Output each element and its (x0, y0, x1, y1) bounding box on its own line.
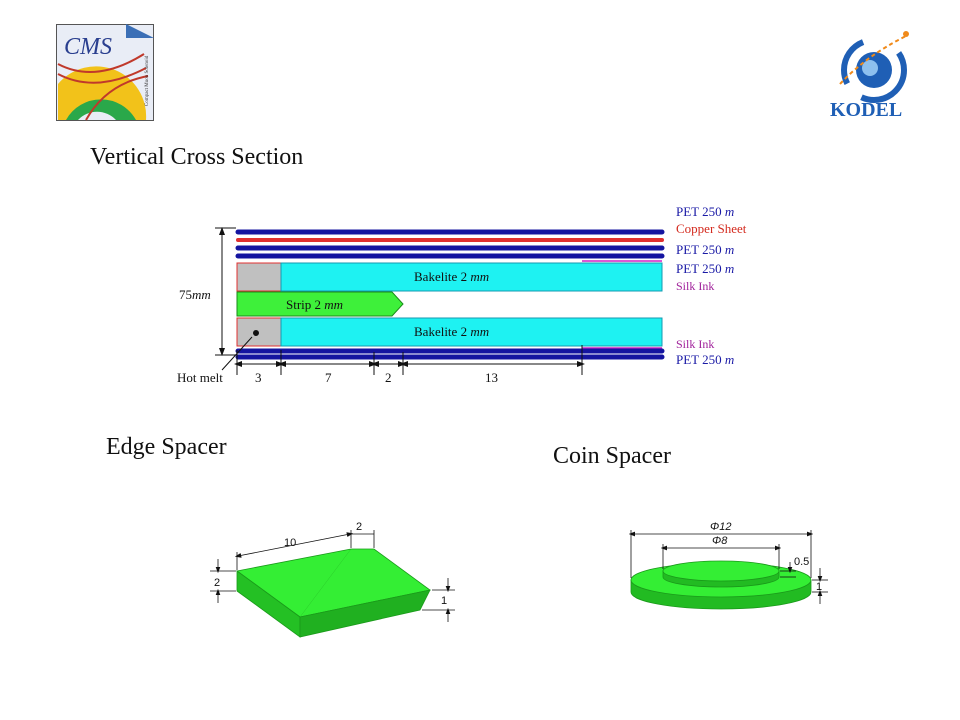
coin-spacer-step-top (662, 560, 780, 582)
thickness-label: 75mm (179, 287, 211, 302)
dim-label-13: 13 (485, 370, 498, 385)
hot-melt-bottom (236, 317, 282, 347)
coin-spacer-outer-label: Φ12 (710, 521, 731, 533)
layer-label-silk-ink-1: Silk Ink (676, 279, 714, 293)
strip-label: Strip 2 mm (286, 297, 343, 312)
edge-spacer-length-label: 10 (284, 537, 296, 549)
edge-spacer-height-left-label: 2 (214, 577, 220, 589)
dim-label-2: 2 (385, 370, 392, 385)
layer-label-copper: Copper Sheet (676, 221, 747, 236)
kodel-logo-text: KODEL (830, 99, 902, 121)
hot-melt-label: Hot melt (177, 370, 223, 385)
hot-melt-top (236, 262, 282, 292)
layer-label-pet-2: PET 250 m (676, 242, 734, 257)
coin-spacer-step-label: 0.5 (794, 556, 809, 568)
layer-label-pet-4: PET 250 m (676, 352, 734, 367)
cms-logo: CMS Compact Muon Solenoid (56, 24, 154, 121)
bakelite-top (280, 262, 663, 292)
hot-melt-dot (253, 330, 259, 336)
layer-label-pet-1: PET 250 m (676, 204, 734, 219)
edge-spacer-width-label: 2 (356, 521, 362, 533)
kodel-logo: KODEL (826, 26, 918, 122)
bakelite-bottom (280, 317, 663, 347)
cms-logo-text: CMS (64, 34, 112, 60)
bakelite-bottom-label: Bakelite 2 mm (414, 324, 489, 339)
dim-label-3: 3 (255, 370, 262, 385)
edge-spacer-diagram: 10 2 2 1 (210, 521, 455, 638)
coin-spacer-height-label: 1 (816, 581, 822, 593)
dim-label-7: 7 (325, 370, 332, 385)
hot-melt-leader (221, 336, 253, 371)
edge-spacer-height-right-label: 1 (441, 595, 447, 607)
strip (236, 291, 404, 317)
layer-label-silk-ink-2: Silk Ink (676, 337, 714, 351)
cms-logo-subtext: Compact Muon Solenoid (145, 55, 150, 106)
coin-spacer-diagram: Φ12 Φ8 0.5 1 (628, 521, 828, 610)
coin-spacer-heading: Coin Spacer (553, 443, 671, 469)
edge-spacer-front-face (299, 589, 431, 638)
edge-spacer-heading: Edge Spacer (106, 434, 227, 460)
layer-label-pet-3: PET 250 m (676, 261, 734, 276)
coin-spacer-inner-label: Φ8 (712, 535, 728, 547)
bakelite-top-label: Bakelite 2 mm (414, 269, 489, 284)
cross-section-heading: Vertical Cross Section (90, 144, 304, 170)
